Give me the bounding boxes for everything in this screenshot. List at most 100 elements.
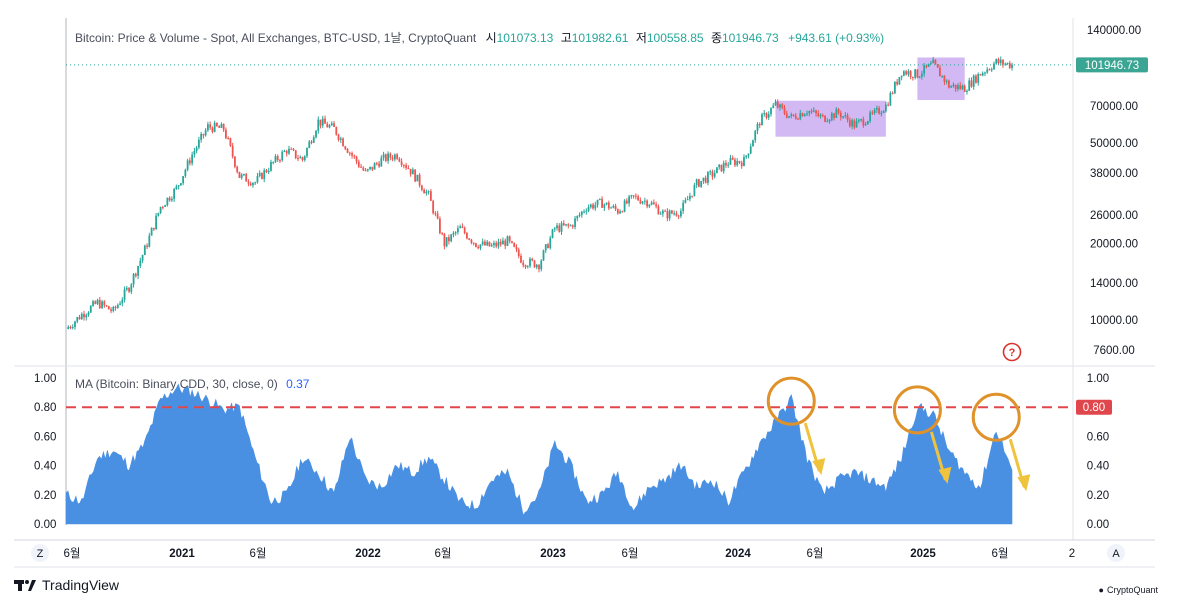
price-legend: Bitcoin: Price & Volume - Spot, All Exch…	[75, 31, 884, 45]
candle-body-down	[785, 113, 788, 118]
candle-body-down	[402, 164, 405, 166]
candle-body-up	[339, 138, 342, 140]
candle-body-down	[436, 213, 439, 219]
candle-body-up	[263, 170, 266, 179]
candle-body-up	[830, 113, 833, 120]
candle-body-up	[907, 71, 910, 75]
candle-body-up	[71, 327, 74, 329]
price-tick-label: 70000.00	[1090, 101, 1138, 113]
annotation-circle	[971, 392, 1021, 442]
auto-scale-button[interactable]	[1107, 544, 1125, 562]
candle-body-down	[405, 165, 408, 168]
candle-body-down	[571, 225, 574, 227]
candle-body-up	[121, 299, 124, 304]
cryptoquant-icon: ●	[1098, 585, 1104, 595]
candle-body-up	[312, 137, 315, 143]
candle-body-up	[288, 148, 290, 154]
candle-body-down	[443, 233, 446, 247]
candle-body-down	[614, 205, 617, 210]
candle-body-down	[472, 242, 475, 244]
candle-body-up	[177, 185, 180, 187]
candle-body-down	[488, 241, 491, 247]
candle-body-up	[281, 151, 284, 161]
candle-body-down	[934, 59, 937, 65]
indicator-tick-left: 1.00	[34, 373, 56, 385]
candle-body-down	[905, 71, 908, 75]
candle-body-up	[986, 69, 989, 73]
candle-body-down	[105, 305, 108, 307]
price-tick-label: 50000.00	[1090, 138, 1138, 150]
indicator-tick-left: 0.40	[34, 461, 56, 473]
candle-body-down	[887, 104, 890, 106]
annotation-arrowhead	[812, 458, 826, 476]
candle-body-up	[193, 151, 196, 155]
candle-body-up	[761, 114, 763, 126]
time-axis-label: 2023	[540, 548, 566, 560]
candle-body-up	[673, 213, 676, 215]
candle-body-up	[454, 232, 457, 234]
candle-body-up	[544, 244, 547, 251]
help-icon[interactable]	[1002, 342, 1022, 362]
price-tick-label: 26000.00	[1090, 210, 1138, 222]
candle-body-up	[186, 160, 189, 170]
candle-body-up	[682, 202, 685, 211]
zoom-button-label: Z	[37, 548, 44, 560]
candle-body-down	[432, 200, 435, 214]
candle-body-down	[725, 162, 727, 166]
candle-body-up	[952, 84, 955, 87]
candle-body-up	[779, 104, 781, 108]
candle-body-up	[308, 141, 311, 148]
candle-body-up	[984, 72, 986, 74]
candle-body-up	[716, 167, 718, 174]
binary-cdd-area	[65, 383, 1013, 525]
candle-body-up	[328, 125, 331, 128]
candle-body-down	[152, 227, 155, 230]
candle-body-up	[661, 210, 664, 214]
candle-body-up	[977, 74, 980, 83]
indicator-area-series	[65, 383, 1013, 525]
candle-body-down	[698, 179, 700, 187]
tradingview-logo[interactable]: TradingView	[14, 574, 119, 596]
candle-body-down	[765, 113, 768, 118]
candle-body-down	[234, 156, 236, 167]
candle-body-up	[540, 260, 543, 270]
candle-body-up	[569, 225, 572, 227]
candle-body-down	[371, 166, 374, 170]
candle-body-down	[276, 156, 279, 161]
zoom-button[interactable]	[31, 544, 49, 562]
indicator-tick-right: 0.20	[1087, 490, 1109, 502]
candle-body-up	[864, 124, 867, 126]
candle-body-down	[249, 183, 252, 186]
candle-body-up	[141, 255, 144, 261]
candle-body-up	[684, 200, 687, 203]
candle-body-down	[342, 138, 344, 147]
candle-body-down	[547, 244, 549, 249]
candle-body-down	[319, 119, 322, 126]
candle-body-down	[429, 191, 432, 201]
candle-body-up	[756, 123, 759, 131]
candle-body-up	[749, 146, 752, 154]
candle-body-down	[301, 157, 304, 161]
candle-body-up	[842, 116, 844, 118]
candle-body-down	[227, 138, 230, 140]
candle-body-down	[94, 301, 97, 304]
candle-body-down	[522, 262, 525, 266]
candle-body-up	[148, 235, 151, 247]
time-axis-label: 2021	[169, 548, 195, 560]
price-axis-ticks: 140000.00 70000.00 50000.00 38000.00 26000.0…	[1087, 25, 1141, 357]
last-price-badge-text: 101946.73	[1085, 60, 1139, 72]
candle-body-up	[583, 211, 585, 213]
candle-body-down	[98, 299, 101, 309]
candle-body-down	[375, 163, 378, 165]
candle-body-down	[601, 198, 603, 208]
candle-body-up	[790, 114, 793, 117]
candle-body-up	[274, 156, 277, 162]
candle-body-down	[110, 309, 112, 312]
candle-body-up	[641, 201, 644, 204]
candle-body-up	[535, 264, 538, 268]
time-axis-label: 6월	[250, 547, 267, 560]
candle-body-up	[941, 75, 944, 77]
candle-body-down	[954, 84, 957, 90]
candle-body-down	[434, 213, 437, 215]
